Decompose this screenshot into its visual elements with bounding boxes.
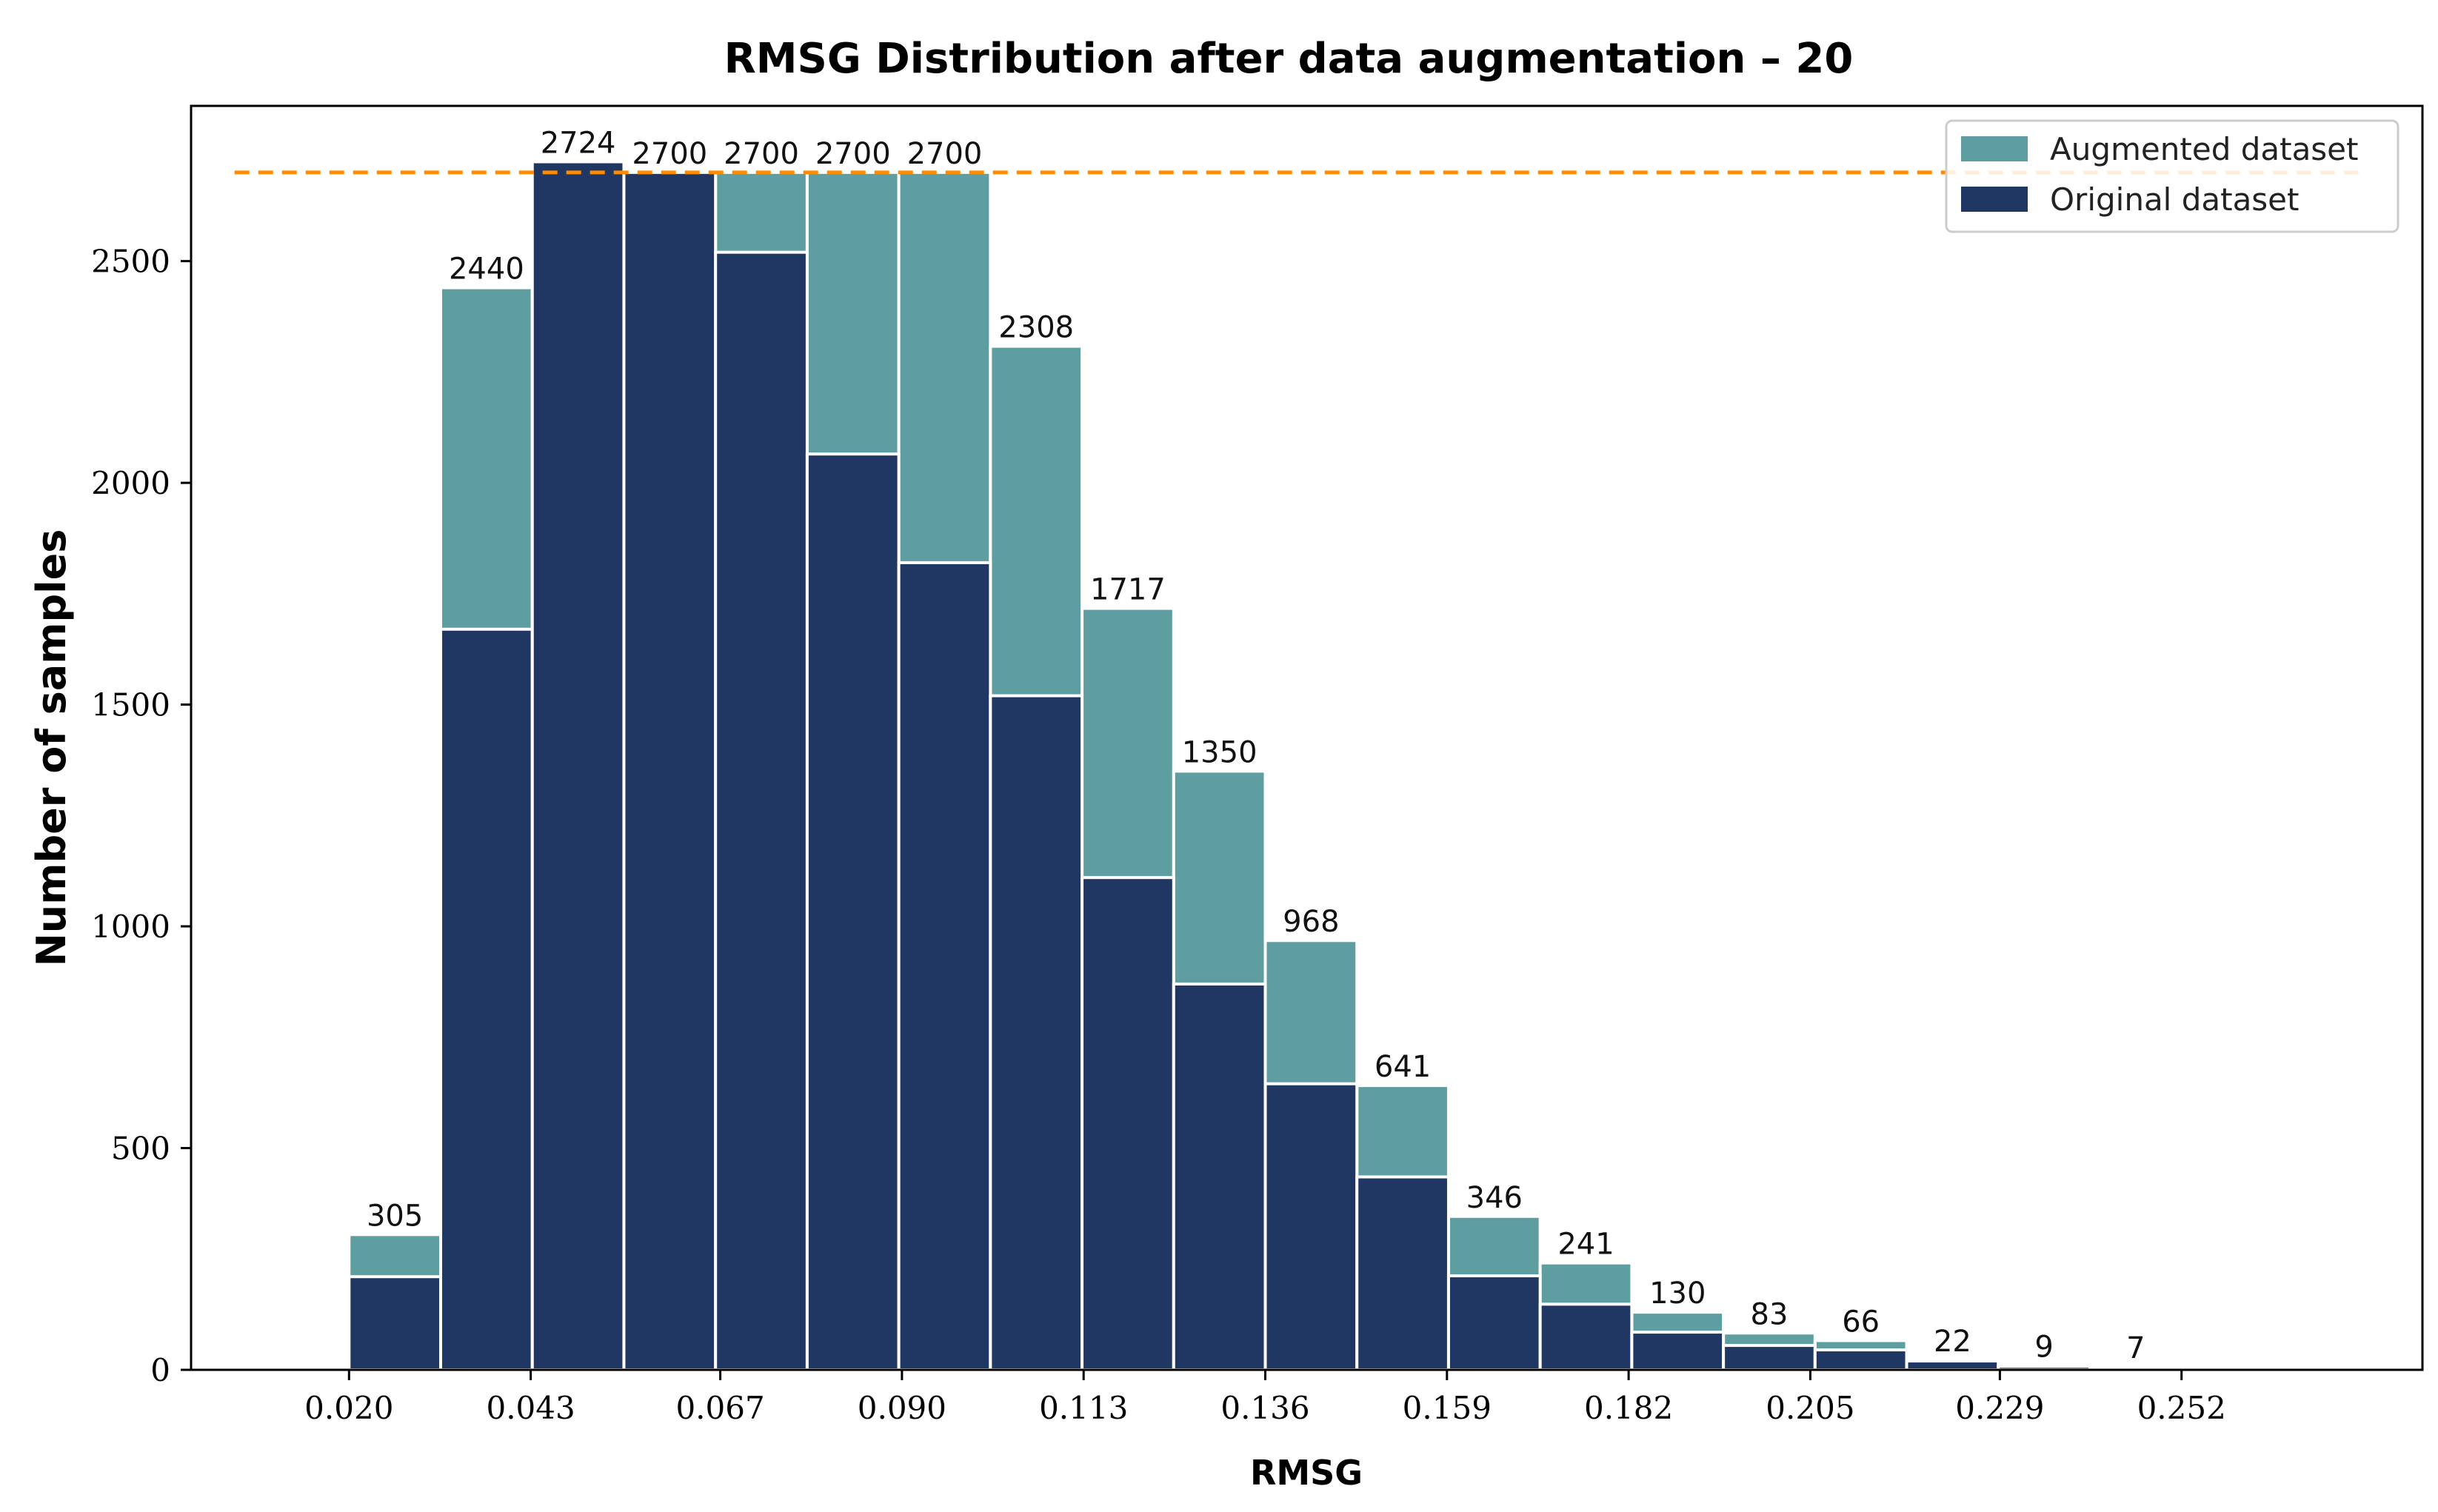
data-label-16: 66: [1842, 1305, 1880, 1339]
plot-frame: [190, 104, 2424, 1371]
x-tick-label-5: 0.136: [1220, 1390, 1309, 1426]
x-axis-label: RMSG: [1250, 1453, 1363, 1493]
bar-original-3: [622, 170, 718, 1371]
legend-swatch-augmented: [1961, 136, 2028, 161]
y-tick-label-0: 0: [150, 1352, 170, 1388]
legend-label-augmented: Augmented dataset: [2050, 131, 2359, 167]
y-tick-label-3: 1500: [91, 687, 170, 723]
bar-original-6: [897, 561, 992, 1371]
data-label-19: 7: [2126, 1331, 2145, 1365]
x-tick-label-1: 0.043: [486, 1390, 575, 1426]
x-tick-label-2: 0.067: [675, 1390, 764, 1426]
bar-original-7: [989, 694, 1084, 1371]
y-tick-label-5: 2500: [91, 244, 170, 280]
y-tick-label-1: 500: [111, 1131, 170, 1167]
data-label-3: 2700: [632, 137, 707, 171]
x-tick-label-0: 0.020: [304, 1390, 393, 1426]
bar-original-9: [1172, 982, 1267, 1371]
data-label-4: 2700: [724, 137, 799, 171]
data-label-9: 1350: [1182, 735, 1258, 769]
chart-title: RMSG Distribution after data augmentatio…: [724, 35, 1854, 83]
y-axis-ticks: 0 500 1000 1500 2000 2500: [91, 244, 191, 1388]
data-label-7: 2308: [998, 311, 1074, 345]
bar-original-4: [714, 250, 809, 1372]
bar-original-11: [1355, 1175, 1450, 1371]
data-label-2: 2724: [541, 126, 616, 160]
bar-original-0: [347, 1275, 443, 1372]
data-label-0: 305: [367, 1199, 423, 1233]
x-tick-label-3: 0.090: [858, 1390, 946, 1426]
y-axis-label: Number of samples: [28, 529, 75, 967]
data-labels: 305 2440 2724 2700 2700 2700 2700 2308 1717 1350 9…: [367, 126, 2145, 1365]
x-tick-label-8: 0.205: [1766, 1390, 1854, 1426]
bar-original-5: [805, 452, 901, 1371]
data-label-5: 2700: [815, 137, 891, 171]
x-axis-ticks: 0.020 0.043 0.067 0.090 0.113 0.136 0.159 0.182…: [304, 1370, 2226, 1426]
legend-swatch-original: [1961, 187, 2028, 212]
x-tick-label-9: 0.229: [1955, 1390, 2044, 1426]
original-bars: [347, 160, 2183, 1372]
x-tick-label-4: 0.113: [1039, 1390, 1128, 1426]
data-label-13: 241: [1557, 1228, 1614, 1262]
bar-original-8: [1081, 876, 1175, 1372]
x-tick-label-7: 0.182: [1584, 1390, 1673, 1426]
bar-original-12: [1446, 1274, 1542, 1372]
y-tick-label-4: 2000: [91, 465, 170, 501]
bar-original-13: [1538, 1302, 1634, 1372]
y-tick-label-2: 1000: [91, 909, 170, 945]
x-tick-label-10: 0.252: [2137, 1390, 2226, 1426]
bar-original-1: [439, 627, 534, 1371]
bar-original-2: [530, 160, 626, 1371]
data-label-1: 2440: [449, 252, 524, 287]
x-tick-label-6: 0.159: [1403, 1390, 1492, 1426]
data-label-10: 968: [1283, 905, 1339, 939]
bar-original-17: [1905, 1359, 2000, 1371]
data-label-6: 2700: [907, 137, 983, 171]
data-label-14: 130: [1649, 1277, 1706, 1311]
data-label-11: 641: [1375, 1050, 1431, 1084]
bar-original-14: [1630, 1331, 1726, 1372]
legend-frame: [1945, 119, 2399, 233]
data-label-18: 9: [2034, 1331, 2053, 1365]
data-label-8: 1717: [1090, 573, 1166, 607]
bar-original-15: [1722, 1344, 1817, 1371]
data-label-15: 83: [1751, 1297, 1789, 1331]
legend: Augmented dataset Original dataset: [1945, 119, 2399, 233]
bar-original-16: [1813, 1348, 1908, 1371]
bar-original-10: [1263, 1082, 1359, 1371]
legend-label-original: Original dataset: [2050, 181, 2300, 218]
data-label-12: 346: [1466, 1181, 1523, 1215]
data-label-17: 22: [1934, 1325, 1971, 1359]
